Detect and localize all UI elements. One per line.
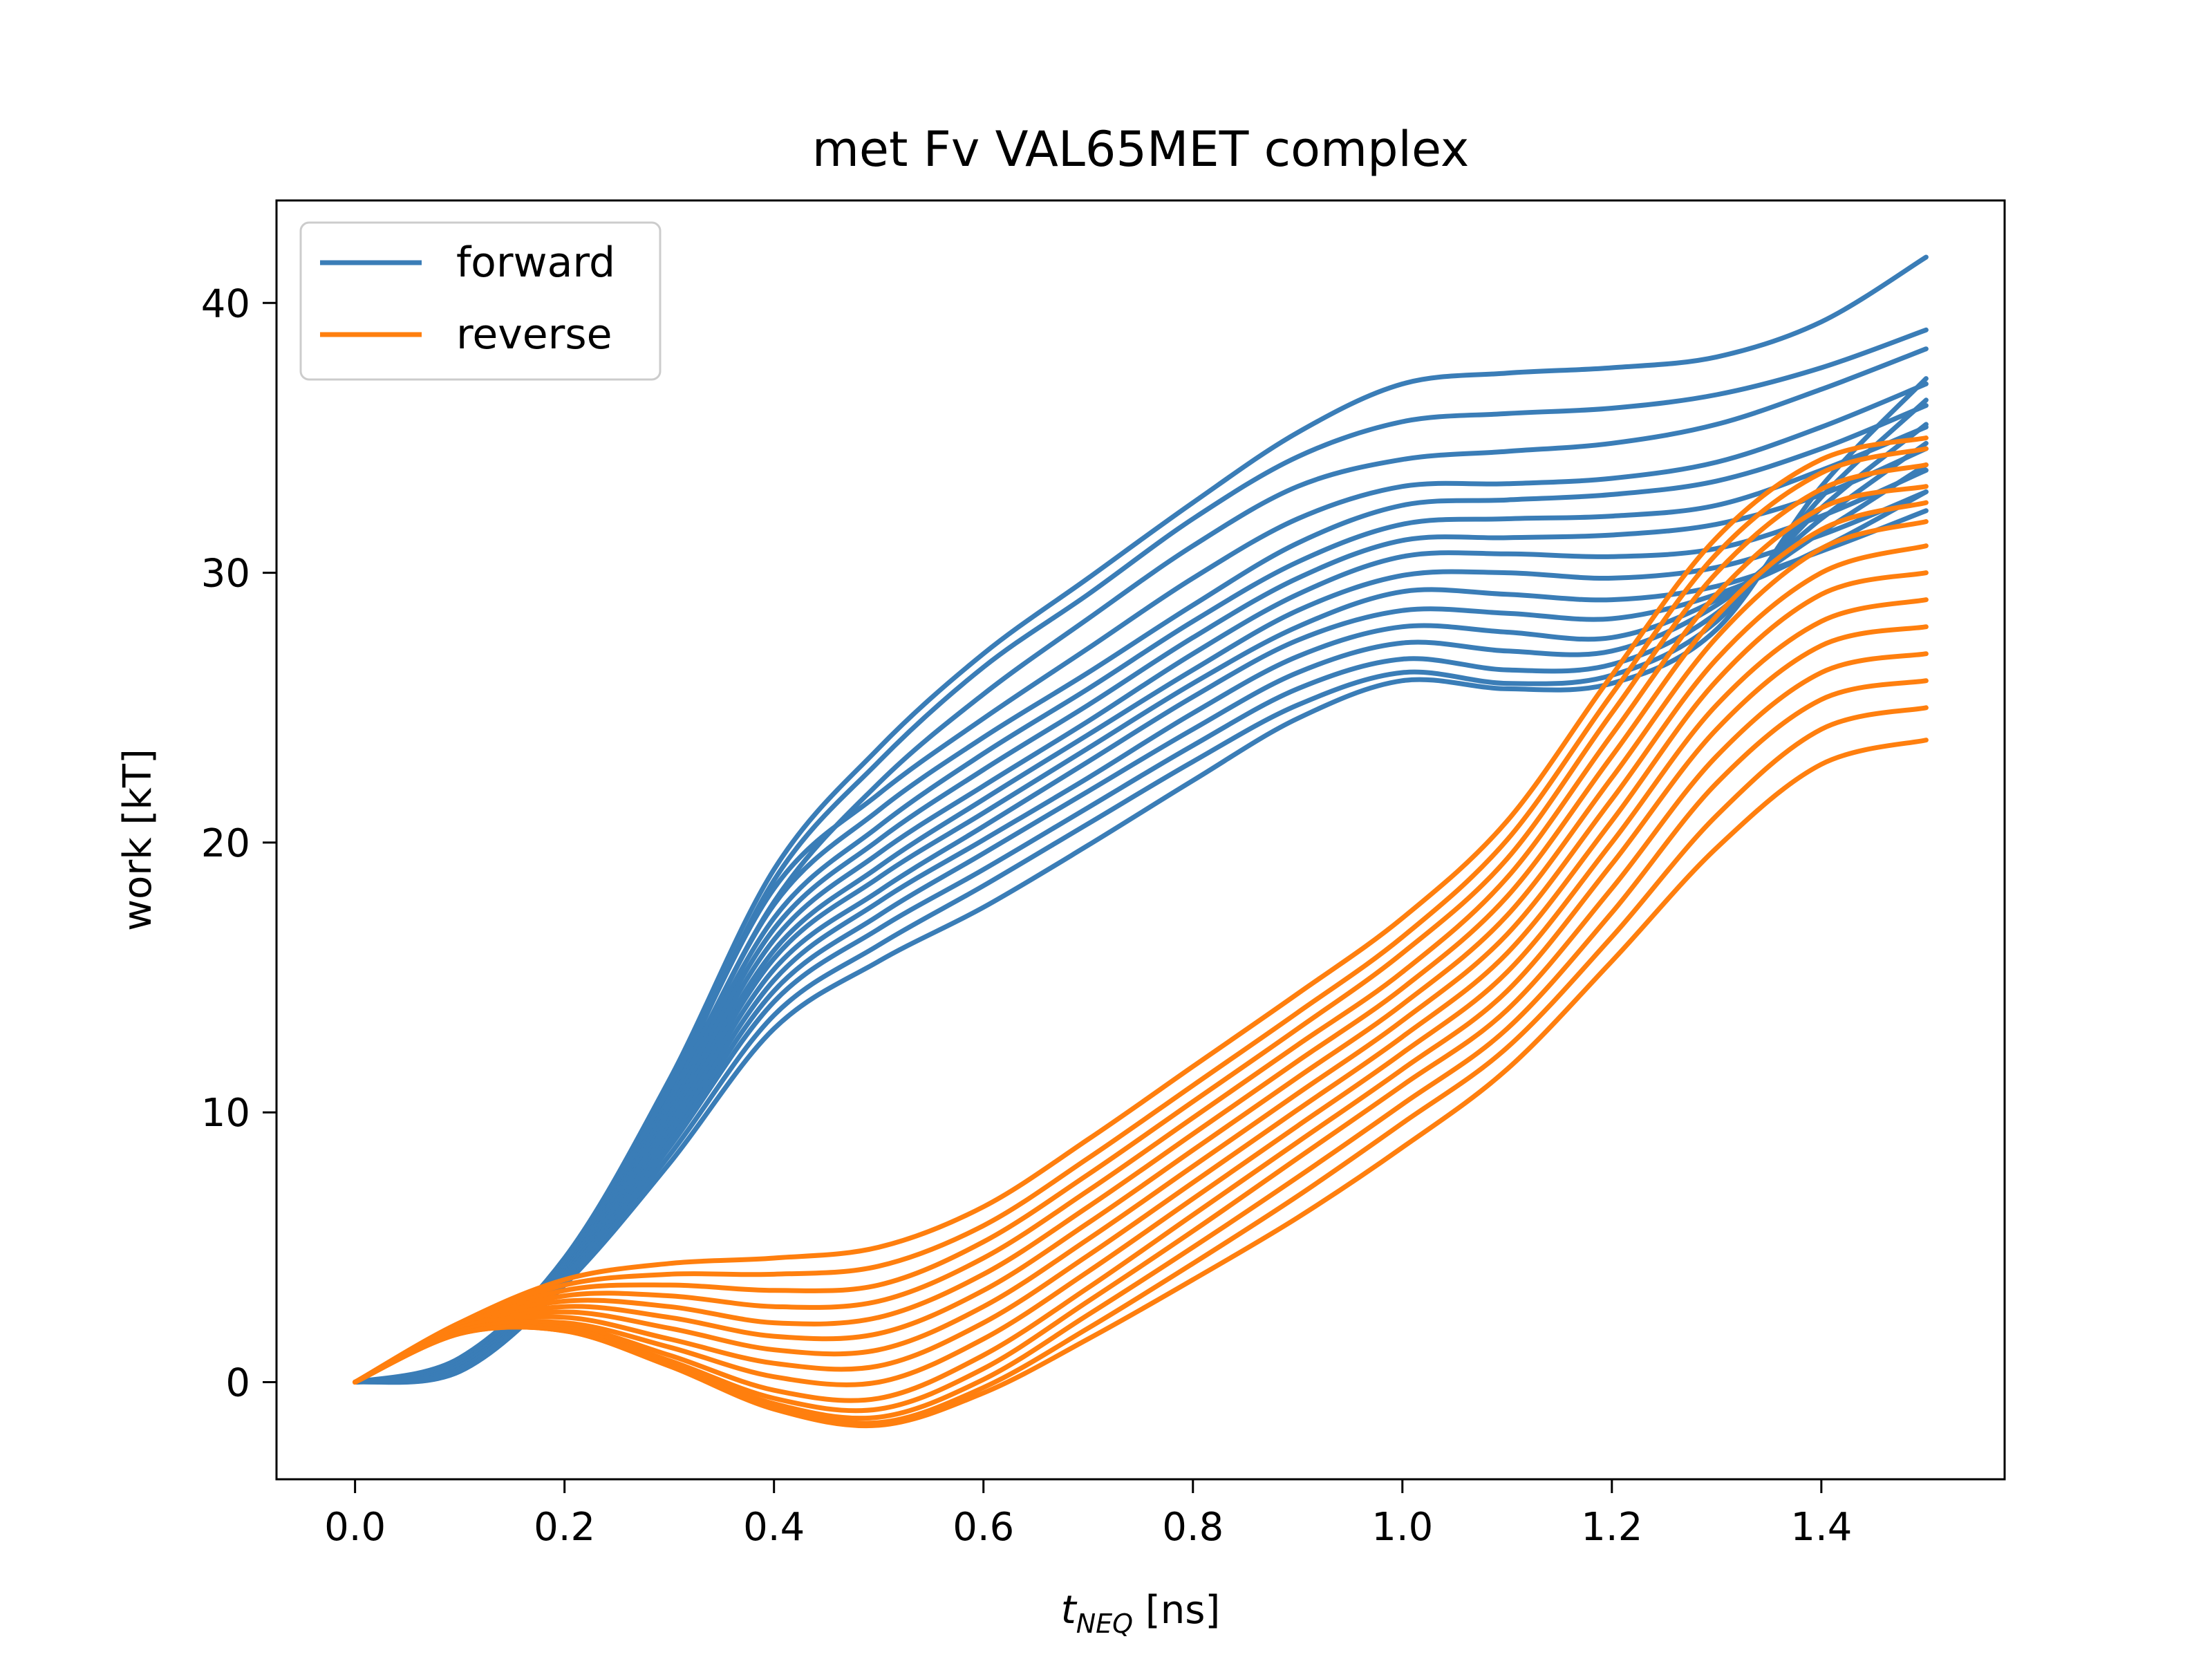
forward-curve [353,397,1929,1385]
forward-curve [353,381,1929,1385]
axis-ticks: 0.0 0.2 0.4 0.6 0.8 1.0 1.2 1.4 0 10 20 30 40 [201,281,1853,1550]
x-tick-label: 1.2 [1581,1505,1642,1550]
forward-curve [353,422,1929,1385]
reverse-curve [353,435,1929,1385]
y-tick-label: 40 [201,281,250,326]
x-axis-label-main: t [1061,1588,1078,1633]
reverse-curve [353,519,1929,1385]
x-axis-label: tNEQ [ns] [1061,1588,1221,1639]
forward-curve [353,254,1929,1385]
reverse-curve [353,543,1929,1385]
x-tick-label: 1.4 [1790,1505,1852,1550]
legend-reverse-label: reverse [456,310,612,359]
x-tick-label: 0.0 [324,1505,386,1550]
y-axis-label: work [kT] [115,749,160,931]
x-tick-label: 0.4 [743,1505,805,1550]
y-tick-label: 10 [201,1091,250,1136]
reverse-curve [353,597,1929,1387]
reverse-curve [353,738,1929,1429]
y-tick-label: 20 [201,821,250,866]
x-tick-label: 1.0 [1371,1505,1433,1550]
reverse-curve [353,484,1929,1385]
y-tick-label: 0 [225,1360,250,1405]
chart-title: met Fv VAL65MET complex [812,121,1470,178]
legend-forward-label: forward [456,238,615,287]
plot-series [353,254,1929,1429]
reverse-curve [353,500,1929,1385]
x-tick-label: 0.6 [953,1505,1014,1550]
reverse-curve [353,570,1929,1385]
x-axis-label-subscript: NEQ [1076,1609,1133,1639]
reverse-curve [353,446,1929,1385]
series-forward [353,254,1929,1385]
reverse-curve [353,462,1929,1385]
y-tick-label: 30 [201,552,250,597]
x-tick-label: 0.2 [534,1505,595,1550]
reverse-curve [353,624,1929,1403]
legend: forward reverse [299,221,662,381]
x-tick-label: 0.8 [1162,1505,1224,1550]
series-reverse [353,435,1929,1429]
plot-frame [275,199,2006,1481]
x-axis-label-unit: [ns] [1133,1588,1220,1633]
